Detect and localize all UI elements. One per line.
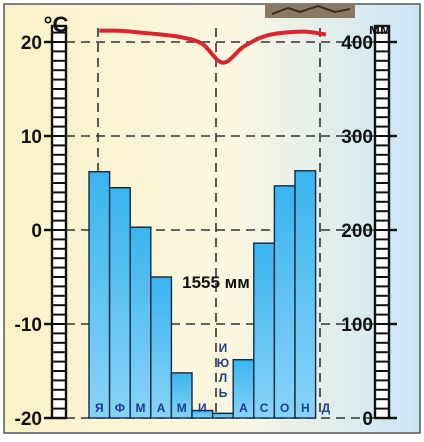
- bars: [88, 170, 317, 419]
- total-precipitation-label: 1555 мм: [182, 273, 250, 292]
- plot-background: [3, 3, 421, 434]
- month-label: О: [280, 401, 289, 415]
- axis-tick-label: 400: [341, 33, 373, 54]
- precipitation-bar: [211, 412, 234, 419]
- axis-tick-label: 20: [21, 33, 42, 54]
- axis-tick-label: 300: [341, 127, 373, 148]
- temperature-axis: -20 -10 0 10 20: [15, 24, 68, 430]
- month-label-stacked-letter: Л: [219, 371, 227, 385]
- axis-ruler: [50, 24, 68, 420]
- precipitation-bar: [170, 372, 193, 419]
- month-label: М: [177, 401, 187, 415]
- photo-thumbnail: [265, 4, 355, 18]
- month-label: А: [157, 401, 166, 415]
- precipitation-bar: [129, 226, 152, 419]
- month-label: С: [260, 401, 269, 415]
- temperature-unit-label: °C: [44, 12, 69, 37]
- axis-tick-label: -10: [15, 315, 42, 336]
- axis-tick-label: 200: [341, 221, 373, 242]
- precipitation-bar: [294, 170, 317, 419]
- axis-tick-label: 10: [21, 127, 42, 148]
- axis-tick-label: -20: [15, 409, 42, 430]
- month-label: Ф: [115, 401, 125, 415]
- month-label-stacked-letter: И: [219, 341, 228, 355]
- precipitation-axis: 0 100 200 300 400: [341, 24, 397, 430]
- month-label: М: [136, 401, 146, 415]
- axis-tick-label: 0: [31, 221, 42, 242]
- month-label: И: [198, 401, 207, 415]
- month-label: Д: [322, 401, 331, 415]
- month-label-stacked-letter: Ю: [217, 356, 229, 370]
- precipitation-bar: [88, 171, 111, 419]
- precipitation-bar: [150, 276, 173, 419]
- precipitation-bar: [253, 242, 276, 419]
- precipitation-bar: [273, 185, 296, 419]
- axis-tick-label: 100: [341, 315, 373, 336]
- temperature-line: [99, 28, 327, 65]
- axis-tick-label: 0: [362, 409, 373, 430]
- month-label: Н: [301, 401, 310, 415]
- precipitation-unit-label: мм: [369, 21, 391, 38]
- month-label: Я: [95, 401, 104, 415]
- precipitation-bar: [108, 186, 131, 419]
- month-label: А: [239, 401, 248, 415]
- month-label-stacked-letter: Ь: [219, 386, 228, 400]
- axis-ruler: [373, 24, 391, 420]
